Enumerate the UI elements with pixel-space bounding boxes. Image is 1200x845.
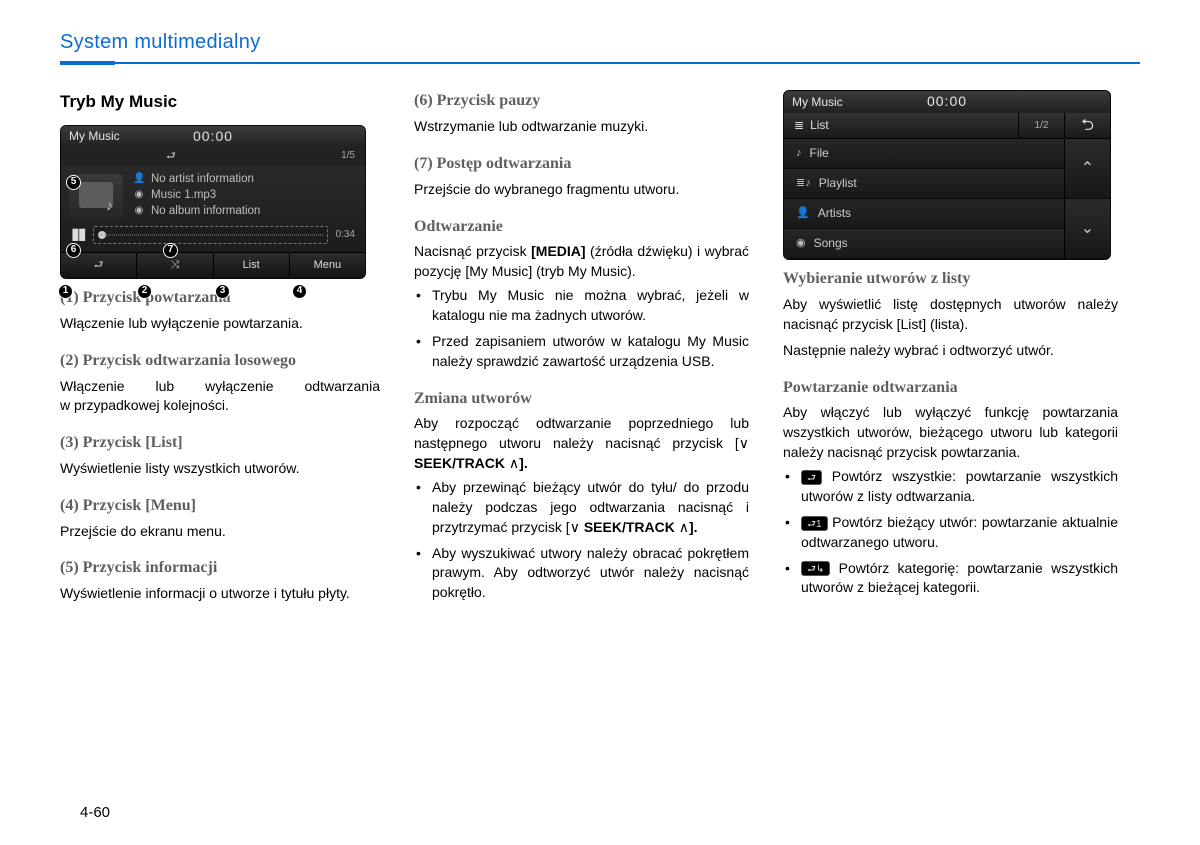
player-subbar: ⮐ 1/5 [61,148,365,166]
ls-count: 1/2 [1018,113,1064,138]
artist-icon: 👤 [133,172,145,186]
zm-li2: Aby wyszukiwać utwory należy obracać pok… [414,544,749,604]
menu-button: Menu [290,253,365,278]
progress-track [93,226,328,244]
column-1: Tryb My Music My Music 00:00 ⮐ 1/5 👤 No a… [60,90,380,609]
person-icon: 👤 [796,206,810,222]
callout-5: 5 [66,175,81,190]
p1: Włączenie lub wyłączenie powtarzania. [60,314,380,334]
ls-topbar: My Music 00:00 [784,91,1110,113]
repeat-one-icon: ⮐1 [801,516,828,531]
scroll-down-icon: ⌄ [1065,199,1110,259]
h-rep: Powtarzanie odtwarzania [783,377,1118,400]
list-icon: ≣ [794,117,804,134]
ls-rows: ♪File ≣♪Playlist 👤Artists ◉Songs ⌃ ⌄ [784,139,1110,259]
repeat-cat-icon: ⮐↳ [801,561,830,576]
album-line: No album information [151,203,260,219]
shuffle-icon: ⤨ [170,258,179,274]
h6: (6) Przycisk pauzy [414,90,749,113]
scroll-up-icon: ⌃ [1065,139,1110,199]
zmiana-list: Aby przewinąć bieżący utwór do tyłu/ do … [414,478,749,603]
rep-li2: ⮐1 Powtórz bieżący utwór: powtarza­nie a… [783,513,1118,553]
p5: Wyświetlenie informacji o utworze i tytu… [60,584,380,604]
callout-2: 2 [137,284,152,299]
p7: Przejście do wybranego fragmentu utworu. [414,180,749,200]
callout-1: 1 [58,284,73,299]
p4: Przejście do ekranu menu. [60,522,380,542]
rep-li1: ⮐ Powtórz wszystkie: powtarzanie wszystk… [783,467,1118,507]
h-zmiana: Zmiana utworów [414,388,749,411]
back-icon: ⮌ [1064,113,1110,138]
player-title: My Music [69,128,120,145]
od-li1: Trybu My Music nie można wybrać, jeżeli … [414,286,749,326]
track-info: 👤 No artist information ◉ Music 1.mp3 ◉ No … [133,172,355,220]
column-3: My Music 00:00 ≣ List 1/2 ⮌ ♪File ≣♪Playl… [783,90,1118,609]
list-screenshot: My Music 00:00 ≣ List 1/2 ⮌ ♪File ≣♪Playl… [783,90,1111,260]
column-2: (6) Przycisk pauzy Wstrzymanie lub odtwa… [414,90,749,609]
player-screenshot-wrap: My Music 00:00 ⮐ 1/5 👤 No artist informat… [60,125,380,280]
p-zmiana: Aby rozpocząć odtwarzanie poprzedniego l… [414,414,749,474]
od-li2: Przed zapisaniem utworów w katalogu My M… [414,332,749,372]
p-odtwarzanie: Nacisnąć przycisk [MEDIA] (źródła dźwię­… [414,242,749,282]
h2: (2) Przycisk odtwarzania losowego [60,350,380,373]
progress-row: ▮▮ 0:34 [61,224,365,253]
h-odtwarzanie: Odtwarzanie [414,216,749,239]
ls-scroll: ⌃ ⌄ [1064,139,1110,259]
callout-3: 3 [215,284,230,299]
sel-p1: Aby wyświetlić listę dostępnych utworów … [783,295,1118,335]
rep-p: Aby włączyć lub wyłączyć funkcję powta­r… [783,403,1118,463]
rep-list: ⮐ Powtórz wszystkie: powtarzanie wszystk… [783,467,1118,598]
h5: (5) Przycisk informacji [60,557,380,580]
duration: 0:34 [336,228,355,242]
section-title: Tryb My Music [60,90,380,114]
ls-row-songs: ◉Songs [784,229,1064,259]
odtwarzanie-list: Trybu My Music nie można wybrać, jeżeli … [414,286,749,372]
disc2-icon: ◉ [796,236,806,252]
p3: Wyświetlenie listy wszystkich utworów. [60,459,380,479]
ls-head-label: List [810,117,829,134]
player-clock: 00:00 [193,127,233,147]
player-body: 👤 No artist information ◉ Music 1.mp3 ◉ No … [61,166,365,224]
disc-icon: ◉ [133,188,145,202]
sel-p2: Następnie należy wybrać i odtworzyć utwó… [783,341,1118,361]
ls-row-file: ♪File [784,139,1064,169]
track-line: Music 1.mp3 [151,187,216,203]
ls-clock: 00:00 [927,92,967,112]
player-topbar: My Music 00:00 [61,126,365,148]
callout-7: 7 [163,243,178,258]
repeat-btn-icon: ⮐ [94,258,104,274]
p2: Włączenie lub wyłączenie odtwarzania w p… [60,377,380,417]
header-rule [60,62,1140,64]
rep-li3: ⮐↳ Powtórz kategorię: powtarzanie wszyst… [783,559,1118,599]
playlist-icon: ≣♪ [796,176,811,192]
callout-6: 6 [66,243,81,258]
p6: Wstrzymanie lub odtwarzanie muzyki. [414,117,749,137]
h7: (7) Postęp odtwarzania [414,153,749,176]
player-screenshot: My Music 00:00 ⮐ 1/5 👤 No artist informat… [60,125,366,280]
track-counter: 1/5 [341,149,355,163]
player-bottom-bar: ⮐ ⤨ List Menu [61,252,365,278]
page-header: System multimedialny [60,28,1140,56]
repeat-all-icon: ⮐ [801,470,822,485]
note-icon: ♪ [796,146,802,162]
h3: (3) Przycisk [List] [60,432,380,455]
zm-li1: Aby przewinąć bieżący utwór do tyłu/ do … [414,478,749,538]
ls-title: My Music [792,94,843,111]
repeat-icon: ⮐ [166,149,176,165]
album-icon: ◉ [133,204,145,218]
h-sel: Wybieranie utworów z listy [783,268,1118,291]
ls-row-playlist: ≣♪Playlist [784,169,1064,199]
list-button: List [214,253,290,278]
shuffle-button: ⤨ [137,253,213,278]
ls-header: ≣ List 1/2 ⮌ [784,113,1110,139]
h4: (4) Przycisk [Menu] [60,495,380,518]
content-columns: Tryb My Music My Music 00:00 ⮐ 1/5 👤 No a… [60,90,1140,609]
ls-row-artists: 👤Artists [784,199,1064,229]
artist-line: No artist information [151,171,254,187]
callout-4: 4 [292,284,307,299]
page-number: 4-60 [80,802,110,823]
